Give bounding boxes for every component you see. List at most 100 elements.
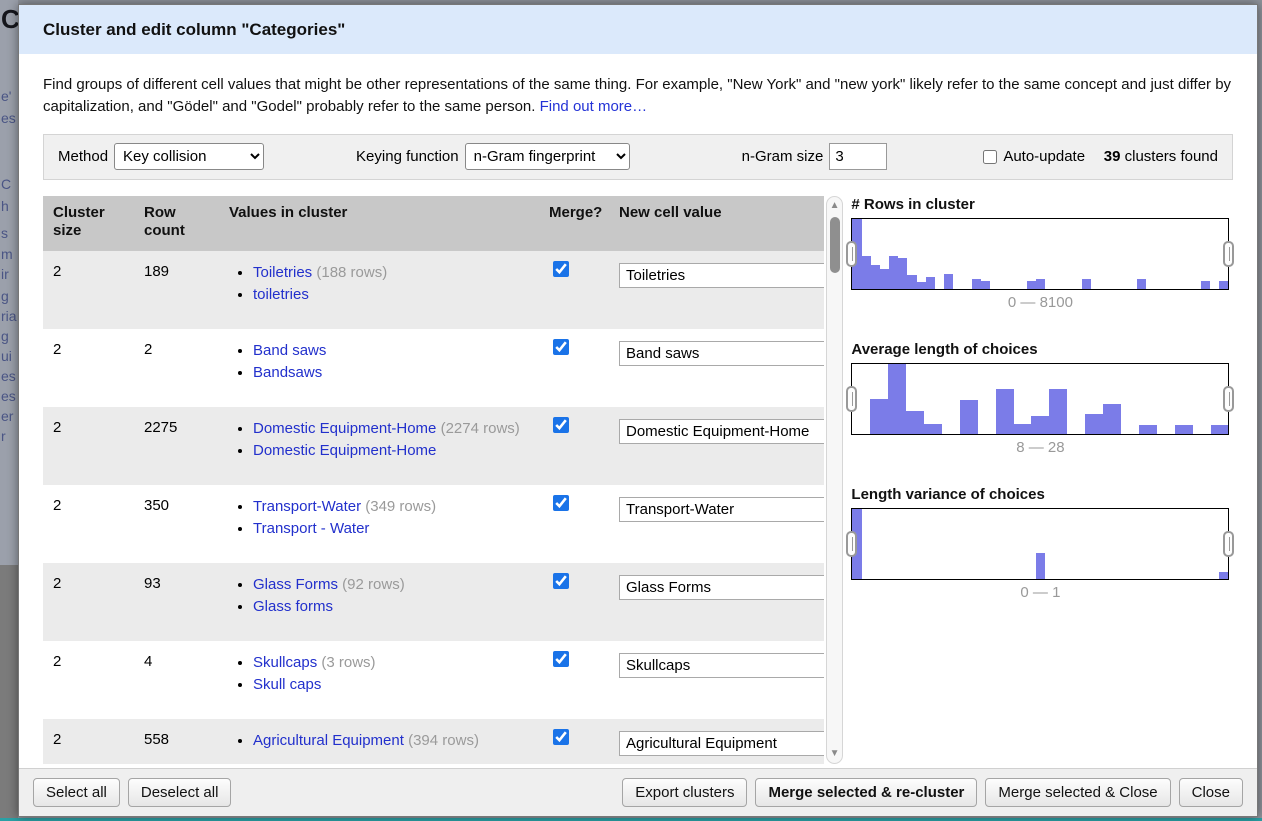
background-text-fragment: g: [1, 328, 9, 344]
cluster-size-cell: 2: [53, 341, 62, 358]
merge-recluster-button[interactable]: Merge selected & re-cluster: [755, 778, 978, 807]
background-teal-strip: [0, 818, 1262, 821]
facet-panel: # Rows in cluster 0 — 8100 Average lengt…: [846, 195, 1235, 631]
merge-cell: [539, 251, 609, 329]
cluster-value-link[interactable]: Transport - Water: [253, 520, 370, 538]
clusters-found-status: 39 clusters found: [1104, 148, 1218, 165]
cluster-value-row-count: (2274 rows): [436, 420, 520, 437]
range-slider-right-handle[interactable]: [1223, 385, 1235, 412]
histogram-bar: [944, 273, 954, 289]
new-value-input[interactable]: [619, 653, 824, 678]
histogram-facet: Average length of choices 8 — 28: [846, 340, 1235, 456]
find-out-more-link[interactable]: Find out more…: [539, 97, 648, 115]
col-header-cluster-size: Cluster size: [53, 203, 105, 240]
cluster-value-link[interactable]: Bandsaws: [253, 364, 323, 382]
new-value-input[interactable]: [619, 263, 824, 288]
cluster-value-link[interactable]: Skullcaps: [253, 654, 318, 671]
cluster-value-link[interactable]: Toiletries: [253, 264, 313, 281]
col-header-new-value: New cell value: [619, 203, 722, 221]
merge-close-button[interactable]: Merge selected & Close: [985, 778, 1171, 807]
row-count-cell: 93: [144, 575, 161, 592]
cluster-value-link[interactable]: toiletries: [253, 286, 309, 304]
dialog-footer: Select all Deselect all Export clusters …: [19, 768, 1257, 816]
table-row: 2 93 Glass Forms (92 rows)Glass forms: [43, 563, 824, 641]
cluster-value-item: Glass forms: [253, 597, 535, 617]
ngram-group: n-Gram size: [742, 143, 888, 170]
values-cell: Skullcaps (3 rows) Skull caps: [219, 641, 539, 719]
histogram-bar: [1174, 425, 1193, 434]
deselect-all-button[interactable]: Deselect all: [127, 778, 232, 807]
background-text-fragment: es: [1, 368, 16, 384]
method-bar: Method Key collision Keying function n-G…: [43, 133, 1233, 180]
facet-title: Average length of choices: [851, 340, 1038, 358]
background-page-edge-lower: [0, 565, 18, 821]
row-count-cell: 189: [144, 263, 170, 280]
dialog-description: Find groups of different cell values tha…: [43, 74, 1233, 118]
cluster-value-link[interactable]: Glass Forms: [253, 576, 339, 593]
cluster-value-link[interactable]: Domestic Equipment-Home: [253, 442, 437, 460]
auto-update-group: Auto-update: [983, 148, 1091, 165]
merge-checkbox[interactable]: [553, 261, 569, 277]
new-value-input[interactable]: [619, 341, 824, 366]
select-all-button[interactable]: Select all: [33, 778, 120, 807]
histogram-bar: [1219, 280, 1229, 289]
table-row: 2 2 Band saws Bandsaws: [43, 329, 824, 407]
new-value-input[interactable]: [619, 497, 824, 522]
cluster-value-link[interactable]: Transport-Water: [253, 498, 362, 515]
cluster-value-item: Band saws: [253, 341, 535, 361]
auto-update-checkbox[interactable]: [983, 149, 998, 164]
close-button[interactable]: Close: [1178, 778, 1243, 807]
keying-group: Keying function n-Gram fingerprint: [356, 143, 630, 170]
row-count-cell: 2275: [144, 419, 178, 436]
facet-title: # Rows in cluster: [851, 195, 975, 213]
new-value-input[interactable]: [619, 575, 824, 600]
range-slider-left-handle[interactable]: [846, 385, 858, 412]
merge-checkbox[interactable]: [553, 495, 569, 511]
background-text-fragment: ir: [1, 266, 9, 282]
range-slider-right-handle[interactable]: [1223, 240, 1235, 267]
merge-checkbox[interactable]: [553, 339, 569, 355]
histogram-bar: [925, 276, 935, 289]
facet-range-label: 0 — 8100: [1007, 293, 1073, 311]
scrollbar-down-arrow[interactable]: ▼: [829, 747, 840, 759]
histogram-bar: [888, 363, 907, 434]
clusters-found-text: clusters found: [1124, 148, 1218, 165]
histogram-facet: # Rows in cluster 0 — 8100: [846, 195, 1235, 311]
scrollbar-thumb[interactable]: [829, 216, 840, 273]
histogram-bar: [907, 274, 917, 289]
merge-cell: [539, 329, 609, 407]
scrollbar-up-arrow[interactable]: ▲: [829, 199, 840, 211]
histogram-bar: [980, 280, 990, 289]
row-count-cell: 4: [144, 653, 153, 670]
merge-checkbox[interactable]: [553, 729, 569, 745]
new-value-input[interactable]: [619, 731, 824, 756]
keying-function-select[interactable]: n-Gram fingerprint: [464, 143, 630, 170]
histogram-bar: [971, 279, 981, 289]
merge-checkbox[interactable]: [553, 417, 569, 433]
row-count-cell: 350: [144, 497, 170, 514]
range-slider-left-handle[interactable]: [846, 240, 858, 267]
histogram-bar: [924, 423, 942, 434]
cluster-value-link[interactable]: Skull caps: [253, 676, 322, 694]
cluster-value-link[interactable]: Domestic Equipment-Home: [253, 420, 437, 437]
range-slider-left-handle[interactable]: [846, 530, 858, 557]
cluster-value-link[interactable]: Agricultural Equipment: [253, 732, 404, 749]
facet-range-label: 0 — 1: [1020, 583, 1061, 601]
export-clusters-button[interactable]: Export clusters: [622, 778, 748, 807]
method-select[interactable]: Key collision: [114, 143, 265, 170]
new-value-cell: [609, 251, 824, 329]
ngram-size-input[interactable]: [829, 143, 888, 170]
table-scrollbar[interactable]: ▲ ▼: [825, 195, 844, 764]
background-text-fragment: es: [1, 110, 16, 126]
cluster-value-link[interactable]: Glass forms: [253, 598, 334, 616]
merge-checkbox[interactable]: [553, 573, 569, 589]
new-value-input[interactable]: [619, 419, 824, 444]
histogram-bar: [1136, 279, 1146, 289]
merge-checkbox[interactable]: [553, 651, 569, 667]
range-slider-right-handle[interactable]: [1223, 530, 1235, 557]
cluster-value-item: Agricultural Equipment (394 rows): [253, 731, 535, 751]
cluster-value-link[interactable]: Band saws: [253, 342, 327, 359]
new-value-cell: [609, 563, 824, 641]
histogram-bar: [1026, 280, 1036, 289]
histogram-bar: [889, 256, 899, 289]
